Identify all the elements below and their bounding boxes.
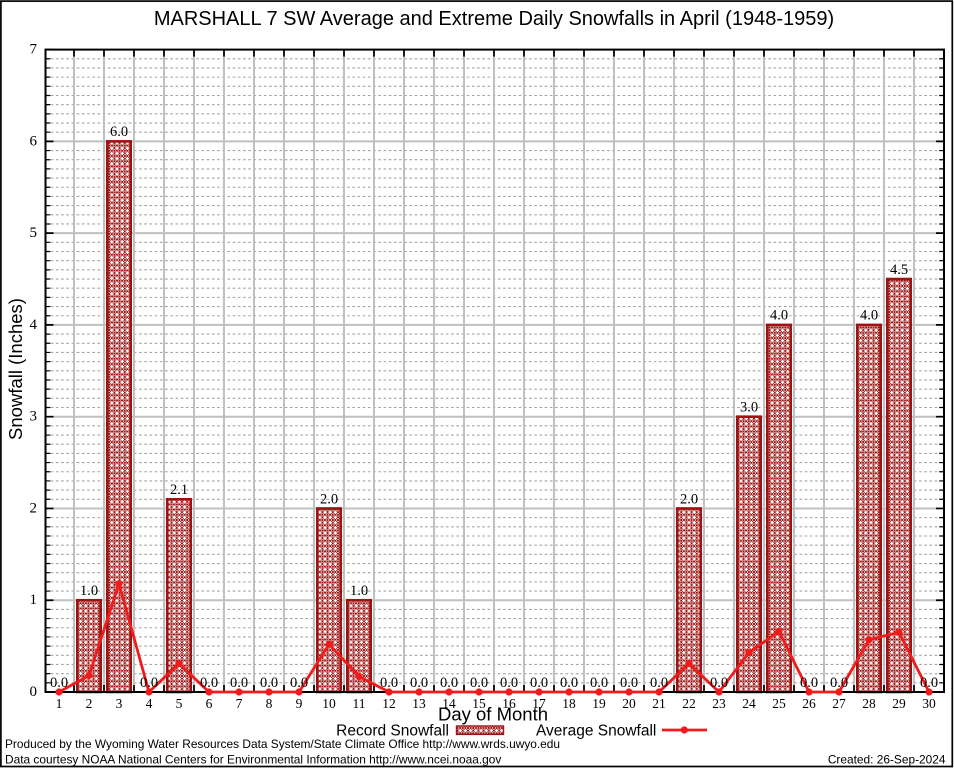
svg-text:29: 29 (892, 696, 906, 711)
svg-text:0.0: 0.0 (620, 675, 638, 691)
svg-text:Created: 26-Sep-2024: Created: 26-Sep-2024 (828, 753, 946, 767)
svg-text:0.0: 0.0 (50, 675, 68, 691)
svg-text:8: 8 (266, 696, 273, 711)
svg-text:0.0: 0.0 (560, 675, 578, 691)
svg-text:0.0: 0.0 (200, 675, 218, 691)
svg-text:5: 5 (30, 225, 38, 241)
svg-text:Produced by the Wyoming Water: Produced by the Wyoming Water Resources … (5, 737, 560, 751)
svg-text:1: 1 (56, 696, 63, 711)
svg-text:2.0: 2.0 (320, 491, 338, 507)
svg-text:3: 3 (30, 409, 38, 425)
svg-text:4.0: 4.0 (770, 308, 788, 324)
svg-text:17: 17 (532, 696, 546, 711)
svg-text:19: 19 (592, 696, 606, 711)
svg-text:4.5: 4.5 (890, 262, 908, 278)
svg-text:3.0: 3.0 (740, 399, 758, 415)
svg-text:2.1: 2.1 (170, 482, 188, 498)
svg-text:11: 11 (353, 696, 366, 711)
svg-text:9: 9 (296, 696, 303, 711)
svg-text:0.0: 0.0 (830, 675, 848, 691)
svg-text:0.0: 0.0 (380, 675, 398, 691)
svg-text:21: 21 (652, 696, 666, 711)
svg-text:10: 10 (322, 696, 336, 711)
svg-text:1.0: 1.0 (80, 583, 98, 599)
svg-text:4: 4 (146, 696, 153, 711)
svg-text:30: 30 (922, 696, 936, 711)
svg-text:MARSHALL 7 SW Average and Extr: MARSHALL 7 SW Average and Extreme Daily … (154, 8, 834, 30)
svg-text:26: 26 (802, 696, 816, 711)
svg-text:0.0: 0.0 (440, 675, 458, 691)
svg-text:6: 6 (206, 696, 213, 711)
svg-text:7: 7 (30, 42, 38, 58)
svg-text:16: 16 (502, 696, 516, 711)
svg-text:Snowfall (Inches): Snowfall (Inches) (5, 298, 26, 440)
svg-text:0.0: 0.0 (590, 675, 608, 691)
svg-text:3: 3 (116, 696, 123, 711)
svg-text:0.0: 0.0 (650, 675, 668, 691)
svg-text:5: 5 (176, 696, 183, 711)
svg-text:24: 24 (742, 696, 756, 711)
svg-text:0.0: 0.0 (710, 675, 728, 691)
svg-text:7: 7 (236, 696, 243, 711)
svg-text:22: 22 (682, 696, 696, 711)
svg-text:0: 0 (30, 684, 38, 700)
svg-text:6.0: 6.0 (110, 124, 128, 140)
svg-text:14: 14 (442, 696, 456, 711)
svg-text:13: 13 (412, 696, 426, 711)
svg-text:25: 25 (772, 696, 786, 711)
svg-text:0.0: 0.0 (800, 675, 818, 691)
svg-text:2: 2 (30, 500, 38, 516)
svg-text:28: 28 (862, 696, 876, 711)
svg-text:15: 15 (472, 696, 486, 711)
svg-text:Day of Month: Day of Month (438, 704, 548, 725)
svg-text:18: 18 (562, 696, 576, 711)
svg-text:0.0: 0.0 (230, 675, 248, 691)
svg-text:4.0: 4.0 (860, 308, 878, 324)
svg-text:0.0: 0.0 (260, 675, 278, 691)
svg-text:1: 1 (30, 592, 38, 608)
svg-text:0.0: 0.0 (530, 675, 548, 691)
svg-text:1.0: 1.0 (350, 583, 368, 599)
svg-text:Record Snowfall: Record Snowfall (336, 723, 449, 740)
svg-text:23: 23 (712, 696, 726, 711)
svg-text:0.0: 0.0 (140, 675, 158, 691)
svg-text:4: 4 (30, 317, 38, 333)
svg-text:0.0: 0.0 (920, 675, 938, 691)
svg-text:2: 2 (86, 696, 93, 711)
svg-text:Average Snowfall: Average Snowfall (536, 723, 656, 740)
svg-text:0.0: 0.0 (470, 675, 488, 691)
svg-text:20: 20 (622, 696, 636, 711)
svg-text:6: 6 (30, 133, 38, 149)
svg-text:0.0: 0.0 (410, 675, 428, 691)
svg-text:2.0: 2.0 (680, 491, 698, 507)
svg-text:12: 12 (382, 696, 396, 711)
svg-text:0.0: 0.0 (290, 675, 308, 691)
svg-text:27: 27 (832, 696, 846, 711)
svg-text:0.0: 0.0 (500, 675, 518, 691)
svg-text:Data courtesy NOAA National Ce: Data courtesy NOAA National Centers for … (5, 753, 501, 767)
